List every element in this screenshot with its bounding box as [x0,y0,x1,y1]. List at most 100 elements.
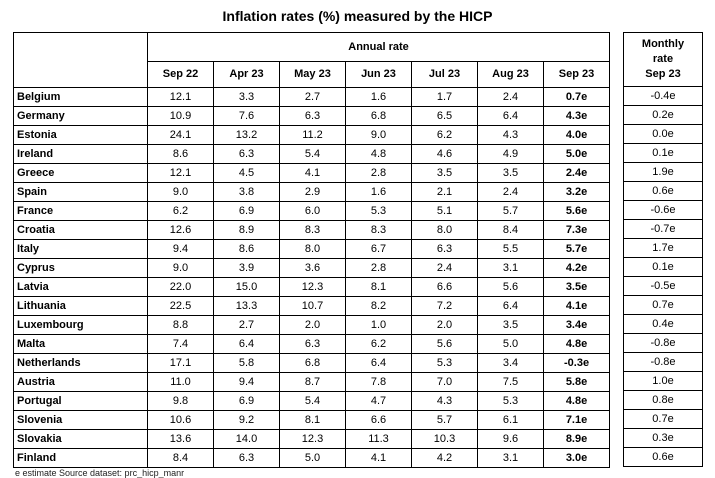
rate-cell: 5.0e [542,144,611,164]
rate-cell: 5.3 [411,353,478,373]
rate-cell: 8.2 [345,296,412,316]
table-row: Portugal 9.8 6.9 5.4 4.7 4.3 5.3 4.8e [13,391,611,411]
rate-cell: 4.7 [345,391,412,411]
rate-cell: 6.6 [411,277,478,297]
table-row: Germany 10.9 7.6 6.3 6.8 6.5 6.4 4.3e [13,106,611,126]
rate-cell: 8.4 [147,448,214,468]
rate-cell: 3.1 [477,448,544,468]
rate-cell: -0.3e [542,353,611,373]
monthly-row: 0.6e [623,447,703,467]
rate-cell: 3.9 [213,258,280,278]
rate-cell: 4.8e [542,391,611,411]
rate-cell: 5.6 [477,277,544,297]
country-name: Ireland [13,144,148,164]
rate-cell: 2.7 [279,87,346,107]
rate-cell: 0.7e [542,87,611,107]
table-row: Croatia 12.6 8.9 8.3 8.3 8.0 8.4 7.3e [13,220,611,240]
rate-cell: 8.1 [345,277,412,297]
rate-cell: 5.3 [345,201,412,221]
table-row: Cyprus 9.0 3.9 3.6 2.8 2.4 3.1 4.2e [13,258,611,278]
monthly-row: -0.8e [623,352,703,372]
monthly-row: 0.7e [623,295,703,315]
rate-cell: 22.0 [147,277,214,297]
monthly-row: 0.8e [623,390,703,410]
rate-cell: 5.5 [477,239,544,259]
rate-cell: 7.8 [345,372,412,392]
monthly-row: 0.0e [623,124,703,144]
rate-cell: 2.0 [411,315,478,335]
monthly-rate-cell: -0.6e [623,200,703,220]
monthly-row: 0.2e [623,105,703,125]
rate-cell: 7.0 [411,372,478,392]
rate-cell: 6.3 [213,448,280,468]
monthly-rate-cell: 0.7e [623,295,703,315]
column-header: Jul 23 [411,61,478,88]
table-row: Estonia 24.1 13.2 11.2 9.0 6.2 4.3 4.0e [13,125,611,145]
monthly-rate-cell: 0.8e [623,390,703,410]
table-row: Finland 8.4 6.3 5.0 4.1 4.2 3.1 3.0e [13,448,611,468]
country-name: Spain [13,182,148,202]
corner-cell [13,32,148,62]
rate-cell: 10.9 [147,106,214,126]
monthly-rate-cell: 1.9e [623,162,703,182]
rate-cell: 6.0 [279,201,346,221]
monthly-row: 0.7e [623,409,703,429]
rate-cell: 4.2e [542,258,611,278]
rate-cell: 3.0e [542,448,611,468]
monthly-row: -0.8e [623,333,703,353]
rate-cell: 10.7 [279,296,346,316]
rate-cell: 7.4 [147,334,214,354]
monthly-row: 1.0e [623,371,703,391]
table-row: France 6.2 6.9 6.0 5.3 5.1 5.7 5.6e [13,201,611,221]
monthly-rate-cell: -0.8e [623,352,703,372]
monthly-rate-cell: -0.5e [623,276,703,296]
monthly-row: -0.7e [623,219,703,239]
rate-cell: 2.8 [345,163,412,183]
rate-cell: 4.6 [411,144,478,164]
rate-cell: 8.4 [477,220,544,240]
rate-cell: 6.4 [345,353,412,373]
country-name: Slovenia [13,410,148,430]
column-header: Sep 22 [147,61,214,88]
monthly-header-line2: rate [652,53,674,65]
rate-cell: 10.3 [411,429,478,449]
rate-cell: 7.3e [542,220,611,240]
rate-cell: 12.1 [147,87,214,107]
rate-cell: 6.4 [213,334,280,354]
rate-cell: 9.2 [213,410,280,430]
country-name: Slovakia [13,429,148,449]
country-name: Lithuania [13,296,148,316]
country-name: Latvia [13,277,148,297]
rate-cell: 2.7 [213,315,280,335]
rate-cell: 3.5 [411,163,478,183]
country-name: Belgium [13,87,148,107]
rate-cell: 6.2 [411,125,478,145]
rate-cell: 4.1e [542,296,611,316]
rate-cell: 24.1 [147,125,214,145]
corner-cell [13,61,148,88]
monthly-rate-cell: 0.6e [623,181,703,201]
monthly-rate-cell: 0.4e [623,314,703,334]
rate-cell: 5.8 [213,353,280,373]
rate-cell: 6.9 [213,201,280,221]
monthly-row: 0.1e [623,143,703,163]
rate-cell: 3.2e [542,182,611,202]
rate-cell: 4.3 [477,125,544,145]
monthly-header-col: Sep 23 [645,68,681,80]
rate-cell: 3.5 [477,315,544,335]
rate-cell: 6.5 [411,106,478,126]
table-row: Luxembourg 8.8 2.7 2.0 1.0 2.0 3.5 3.4e [13,315,611,335]
rate-cell: 6.3 [213,144,280,164]
rate-cell: 14.0 [213,429,280,449]
rate-cell: 10.6 [147,410,214,430]
rate-cell: 6.1 [477,410,544,430]
rate-cell: 4.8 [345,144,412,164]
monthly-row: 0.1e [623,257,703,277]
rate-cell: 8.1 [279,410,346,430]
rate-cell: 5.0 [477,334,544,354]
rate-cell: 11.0 [147,372,214,392]
rate-cell: 8.3 [345,220,412,240]
rate-cell: 2.4 [477,182,544,202]
rate-cell: 6.3 [411,239,478,259]
rate-cell: 3.4e [542,315,611,335]
